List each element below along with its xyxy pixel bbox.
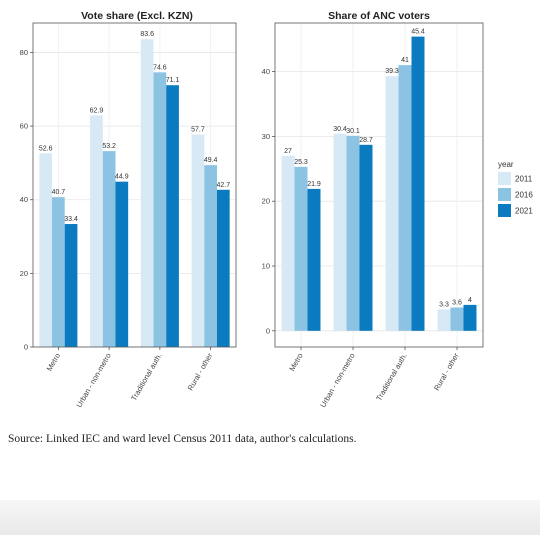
data-label: 33.4 [64, 216, 78, 223]
data-label: 53.2 [102, 143, 116, 150]
data-label: 39.3 [385, 68, 399, 75]
data-label: 52.6 [39, 145, 53, 152]
data-label: 30.4 [333, 126, 347, 133]
y-tick-label: 10 [262, 262, 270, 271]
data-label: 30.1 [346, 128, 360, 135]
data-label: 44.9 [115, 174, 129, 181]
data-label: 45.4 [411, 29, 425, 36]
bar-urban-non-metro-2016 [102, 151, 116, 347]
y-tick-label: 0 [266, 326, 270, 335]
bar-traditional-auth-2011 [385, 76, 399, 331]
bar-traditional-auth-2016 [398, 65, 412, 331]
bar-rural-other-2021 [463, 304, 477, 331]
legend-label-2016: 2016 [515, 191, 533, 200]
data-label: 27 [284, 148, 292, 155]
bar-rural-other-2016 [450, 307, 464, 331]
legend-title: year [498, 160, 514, 169]
data-label: 42.7 [217, 182, 231, 189]
y-tick-label: 60 [20, 122, 28, 131]
bar-metro-2021 [307, 188, 321, 331]
vote-share-panel: Vote share (Excl. KZN) 52.6 62.9 83.6 57.7 40… [20, 10, 237, 410]
bar-rural-other-2011 [191, 134, 205, 347]
figure: Vote share (Excl. KZN)52.662.983.657.740… [20, 10, 534, 410]
x-tick-label: Metro [45, 352, 62, 373]
bar-traditional-auth-2016 [153, 72, 167, 347]
legend-swatch-2021 [498, 204, 511, 217]
bar-metro-2011 [281, 155, 295, 331]
x-tick-label: Metro [287, 352, 304, 373]
bar-traditional-auth-2021 [411, 36, 425, 331]
legend-label-2021: 2021 [515, 207, 533, 216]
y-tick-label: 40 [262, 67, 270, 76]
bar-urban-non-metro-2021 [115, 181, 129, 347]
bar-metro-2016 [52, 197, 65, 347]
data-label: 57.7 [191, 127, 205, 134]
bar-metro-2016 [294, 166, 308, 331]
chart-title: Vote share (Excl. KZN) [81, 10, 193, 22]
y-tick-label: 20 [262, 197, 270, 206]
y-tick-label: 30 [262, 132, 270, 141]
data-label: 25.3 [294, 159, 308, 166]
bar-metro-2011 [39, 153, 53, 347]
data-label: 74.6 [153, 64, 167, 71]
data-label: 41 [401, 57, 409, 64]
bar-urban-non-metro-2016 [346, 135, 360, 331]
y-tick-label: 0 [24, 343, 28, 352]
data-label: 40.7 [52, 189, 66, 196]
bar-traditional-auth-2011 [140, 39, 154, 347]
data-label: 62.9 [90, 107, 104, 114]
data-label: 4 [468, 297, 472, 304]
legend-label-2011: 2011 [515, 175, 533, 184]
data-label: 71.1 [166, 77, 180, 84]
x-tick-label: Rural - other [432, 351, 461, 392]
x-tick-label: Urban - non-metro [318, 352, 356, 410]
x-tick-label: Traditional auth. [374, 352, 409, 403]
y-tick-label: 20 [20, 269, 28, 278]
data-label: 49.4 [204, 157, 218, 164]
panel-border [274, 22, 484, 348]
source-note: Source: Linked IEC and ward level Census… [8, 433, 357, 445]
data-label: 3.3 [439, 301, 449, 308]
bar-urban-non-metro-2021 [359, 144, 373, 331]
y-tick-label: 40 [20, 195, 28, 204]
bar-metro-2021 [64, 224, 78, 347]
bottom-band [0, 500, 540, 535]
legend-swatch-2016 [498, 188, 511, 201]
data-label: 3.6 [452, 299, 462, 306]
x-tick-label: Traditional auth. [129, 352, 164, 403]
chart-title: Share of ANC voters [328, 10, 430, 22]
anc-share-panel: Share of ANC voters 27 30.4 39.3 3.3 25.3 30.1… [262, 10, 484, 410]
data-label: 21.9 [307, 181, 321, 188]
y-tick-label: 80 [20, 48, 28, 57]
x-tick-label: Rural - other [186, 351, 215, 392]
panel-border [32, 22, 237, 348]
bar-rural-other-2021 [216, 189, 230, 347]
x-tick-label: Urban - non-metro [74, 352, 112, 410]
bar-traditional-auth-2021 [166, 85, 179, 348]
bar-rural-other-2016 [204, 165, 217, 347]
data-label: 83.6 [140, 31, 154, 38]
bar-urban-non-metro-2011 [90, 115, 103, 347]
legend-swatch-2011 [498, 172, 511, 185]
data-label: 28.7 [359, 137, 373, 144]
bar-urban-non-metro-2011 [333, 133, 347, 331]
bar-rural-other-2011 [437, 309, 451, 331]
